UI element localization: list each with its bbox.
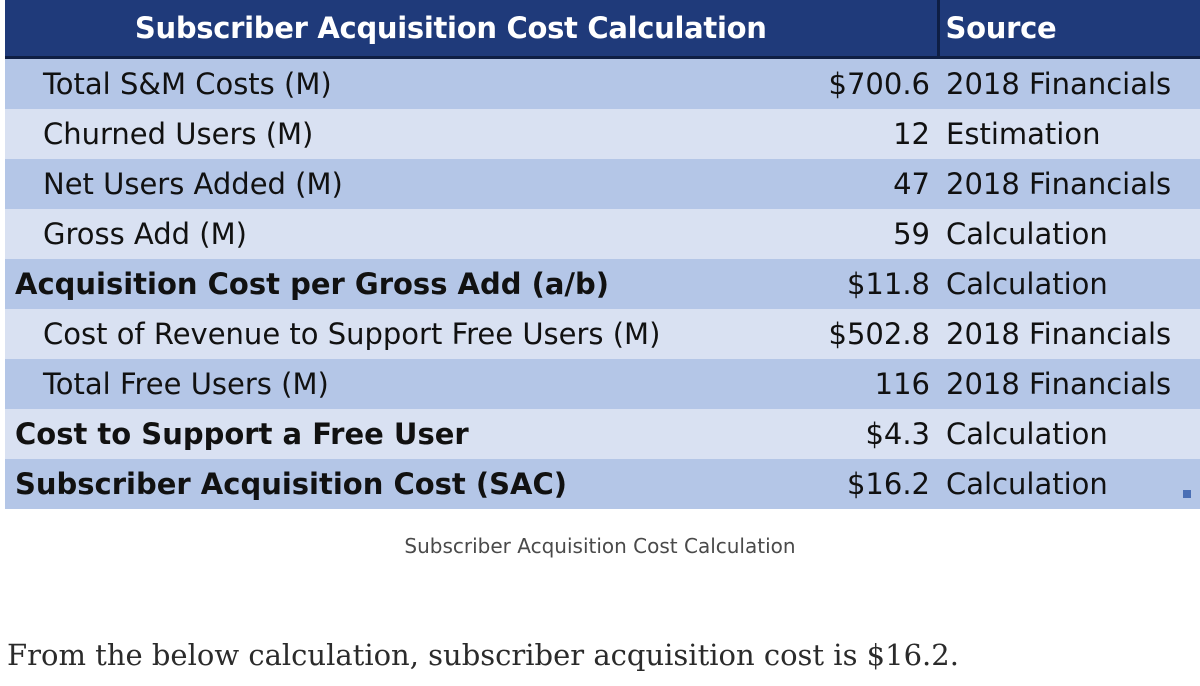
table-row: Total Free Users (M) 116 2018 Financials [5,359,1200,409]
row-source: 2018 Financials [938,57,1200,109]
table-row: Acquisition Cost per Gross Add (a/b) $11.… [5,259,1200,309]
table-row: Cost to Support a Free User $4.3 Calculati… [5,409,1200,459]
row-label: Subscriber Acquisition Cost (SAC) [5,459,813,509]
row-label: Net Users Added (M) [5,159,813,209]
row-source: Calculation [938,459,1200,509]
resize-handle-icon[interactable] [1183,490,1191,498]
row-source: 2018 Financials [938,359,1200,409]
row-source: Calculation [938,259,1200,309]
row-source: Calculation [938,409,1200,459]
row-value: 59 [813,209,939,259]
row-label: Gross Add (M) [5,209,813,259]
table-row: Gross Add (M) 59 Calculation [5,209,1200,259]
row-label: Cost to Support a Free User [5,409,813,459]
row-label: Cost of Revenue to Support Free Users (M… [5,309,813,359]
row-label: Total Free Users (M) [5,359,813,409]
row-label: Acquisition Cost per Gross Add (a/b) [5,259,813,309]
sac-table-image: Subscriber Acquisition Cost Calculation … [5,0,1200,509]
row-label: Total S&M Costs (M) [5,57,813,109]
table-row: Cost of Revenue to Support Free Users (M… [5,309,1200,359]
row-value: $700.6 [813,57,939,109]
row-value: $16.2 [813,459,939,509]
row-value: $4.3 [813,409,939,459]
row-value: $502.8 [813,309,939,359]
row-value: $11.8 [813,259,939,309]
row-source: Estimation [938,109,1200,159]
row-label: Churned Users (M) [5,109,813,159]
table-title: Subscriber Acquisition Cost Calculation [5,0,939,59]
table-row: Total S&M Costs (M) $700.6 2018 Financials [5,57,1200,109]
sac-table: Subscriber Acquisition Cost Calculation … [5,0,1200,509]
row-source: 2018 Financials [938,309,1200,359]
row-value: 47 [813,159,939,209]
row-value: 116 [813,359,939,409]
figure-caption: Subscriber Acquisition Cost Calculation [404,534,796,558]
row-source: 2018 Financials [938,159,1200,209]
body-paragraph: From the below calculation, subscriber a… [7,638,959,672]
table-header-row: Subscriber Acquisition Cost Calculation … [5,0,1200,59]
row-value: 12 [813,109,939,159]
source-column-header: Source [936,0,1200,59]
row-source: Calculation [938,209,1200,259]
table-row: Net Users Added (M) 47 2018 Financials [5,159,1200,209]
table-row: Churned Users (M) 12 Estimation [5,109,1200,159]
table-row: Subscriber Acquisition Cost (SAC) $16.2 Ca… [5,459,1200,509]
